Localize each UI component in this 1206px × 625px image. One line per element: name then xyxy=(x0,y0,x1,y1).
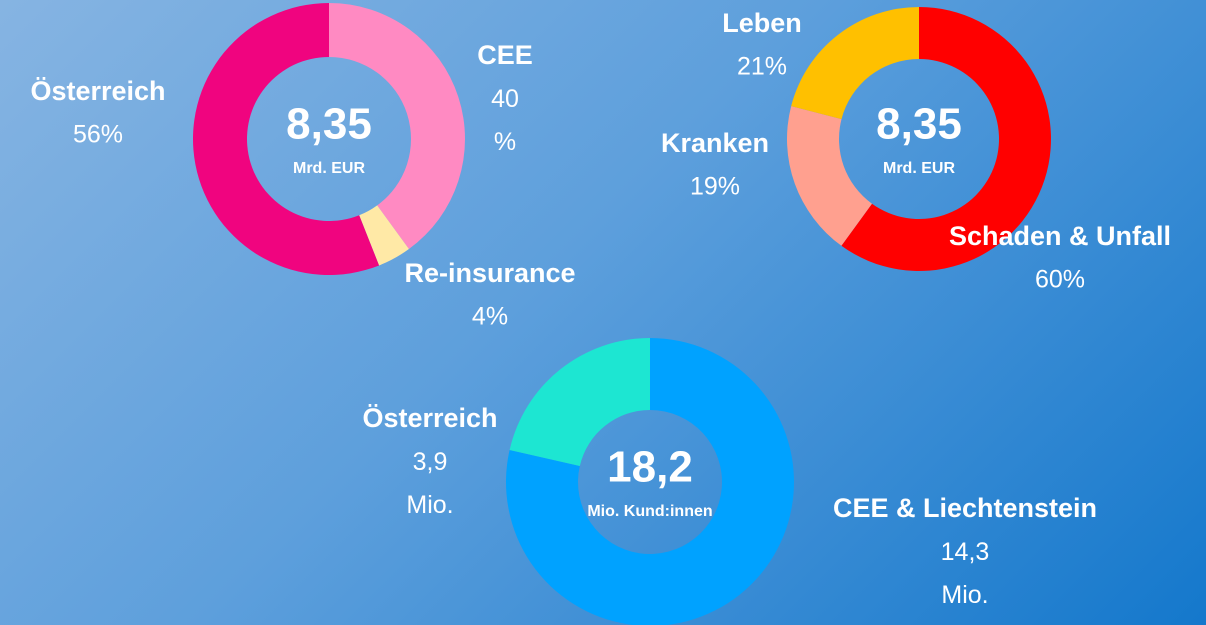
slice-name: Kranken xyxy=(661,128,769,158)
slice-value: 3,9 Mio. xyxy=(406,448,453,519)
center-value: 8,35 xyxy=(286,100,372,149)
slice-name: CEE xyxy=(477,40,533,70)
slice-name: Schaden & Unfall xyxy=(949,221,1171,251)
donut-slice xyxy=(509,338,650,466)
slice-value: 4% xyxy=(472,303,508,331)
donut-slice xyxy=(787,106,872,246)
center-unit: Mio. Kund:innen xyxy=(587,503,712,520)
center-unit: Mrd. EUR xyxy=(293,160,365,177)
slice-name: CEE & Liechtenstein xyxy=(833,493,1097,523)
slice-value: 19% xyxy=(690,173,740,201)
center-value: 8,35 xyxy=(876,100,962,149)
slice-value: 56% xyxy=(73,121,123,149)
donut-slice xyxy=(329,3,465,250)
donut-slice xyxy=(841,6,1052,271)
slice-name: Leben xyxy=(722,8,802,38)
slice-value: 60% xyxy=(1035,266,1085,294)
donut-slice xyxy=(506,338,794,625)
donut-slice xyxy=(791,7,919,120)
donut-slice xyxy=(193,3,380,275)
slice-name: Re-insurance xyxy=(404,258,575,288)
slice-value: 21% xyxy=(737,53,787,81)
slice-name: Österreich xyxy=(30,76,165,106)
slice-name: Österreich xyxy=(362,403,497,433)
slice-value: 14,3 Mio. xyxy=(941,538,990,609)
donut-slice xyxy=(359,205,409,266)
center-unit: Mrd. EUR xyxy=(883,160,955,177)
slice-value: 40% xyxy=(491,85,519,156)
center-value: 18,2 xyxy=(607,443,693,492)
